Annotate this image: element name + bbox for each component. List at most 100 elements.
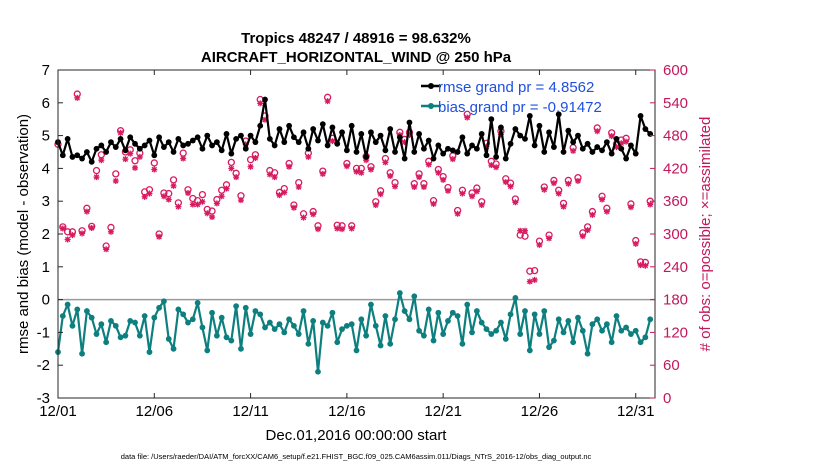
bias-point (112, 322, 119, 329)
assimilated-obs-point (541, 186, 548, 193)
line-layer (55, 96, 654, 375)
rmse-point (555, 111, 562, 118)
bias-point (613, 313, 620, 319)
bias-point (247, 331, 254, 337)
bias-point (199, 324, 206, 331)
bias-point (233, 303, 240, 310)
bias-point (628, 331, 634, 337)
rmse-point (517, 132, 524, 139)
possible-obs-point (150, 159, 158, 167)
bias-point (93, 331, 100, 337)
rmse-point (392, 149, 398, 155)
rmse-point (291, 134, 297, 141)
y2-tick-label: 420 (663, 160, 688, 177)
rmse-point (88, 158, 95, 165)
rmse-point (570, 139, 577, 146)
bias-point (522, 308, 528, 314)
bias-point (406, 316, 413, 323)
rmse-point (295, 139, 302, 146)
rmse-point (238, 132, 244, 139)
bias-point (252, 308, 259, 314)
y-tick-label: 0 (42, 292, 50, 309)
bias-point (334, 339, 341, 346)
assimilated-obs-point (627, 204, 634, 211)
assimilated-obs-point (213, 200, 220, 207)
rmse-point (584, 140, 591, 147)
bias-point (416, 327, 422, 334)
bias-point (493, 327, 500, 334)
possible-obs-point (530, 266, 539, 275)
rmse-point (329, 124, 336, 131)
assimilated-obs-point (136, 153, 143, 160)
rmse-point (440, 150, 447, 157)
bias-point (151, 314, 158, 321)
bias-point (594, 316, 601, 323)
bias-point (185, 319, 191, 326)
assimilated-obs-point (425, 161, 432, 168)
assimilated-obs-point (107, 228, 114, 235)
rmse-point (112, 144, 119, 150)
rmse-point (59, 152, 66, 159)
rmse-point (141, 142, 148, 149)
rmse-point (83, 149, 90, 155)
bias-point (194, 299, 201, 306)
bias-point (69, 322, 76, 329)
bias-point (608, 339, 615, 346)
possible-obs-point (169, 176, 178, 184)
y2-tick-label: 480 (663, 128, 688, 145)
bias-point (238, 345, 244, 352)
y-tick-label: 3 (42, 193, 50, 210)
rmse-point (136, 145, 143, 152)
bias-point (146, 349, 153, 355)
rmse-point (435, 142, 442, 149)
bias-point (473, 308, 480, 314)
rmse-point (194, 134, 201, 141)
rmse-point (478, 131, 485, 137)
bias-point (440, 331, 447, 337)
bias-point (368, 301, 374, 308)
assimilated-obs-point (290, 204, 297, 211)
assimilated-obs-point (218, 193, 225, 200)
rmse-point (536, 122, 543, 129)
rmse-point (637, 113, 644, 119)
assimilated-obs-point (156, 233, 163, 240)
assimilated-obs-point (560, 203, 567, 210)
bias-point (266, 319, 273, 326)
bias-point (161, 298, 167, 305)
bias-point (396, 290, 403, 296)
assimilated-obs-point (531, 276, 538, 283)
bias-point (98, 321, 105, 328)
assimilated-obs-point (416, 174, 423, 181)
bias-point (421, 332, 427, 339)
possible-obs-point (227, 158, 235, 167)
rmse-point (209, 142, 215, 149)
bias-point (411, 293, 418, 300)
bias-line (56, 291, 652, 373)
y-tick-label: -1 (37, 324, 50, 341)
y2-tick-label: 360 (663, 193, 688, 210)
bias-point (565, 318, 572, 324)
rmse-point (74, 152, 81, 159)
rmse-point (421, 145, 427, 152)
y-tick-label: 2 (42, 226, 50, 243)
rmse-point (98, 142, 105, 149)
bias-point (469, 329, 475, 336)
assimilated-obs-point (281, 189, 288, 196)
bias-point (271, 326, 278, 333)
rmse-point (161, 144, 167, 150)
possible-obs-point (112, 170, 120, 178)
bias-point (262, 324, 268, 331)
rmse-point (425, 137, 432, 144)
x-tick-label: 12/31 (617, 403, 655, 420)
assimilated-obs-point (579, 233, 586, 240)
assimilated-obs-point (392, 183, 399, 190)
y-tick-label: 7 (42, 62, 50, 79)
assimilated-obs-point (526, 278, 533, 285)
rmse-point (483, 152, 490, 159)
rmse-point (488, 116, 495, 123)
rmse-point (103, 149, 110, 155)
bias-point (141, 313, 148, 319)
assimilated-obs-point (483, 143, 490, 150)
assimilated-obs-point (194, 201, 201, 208)
